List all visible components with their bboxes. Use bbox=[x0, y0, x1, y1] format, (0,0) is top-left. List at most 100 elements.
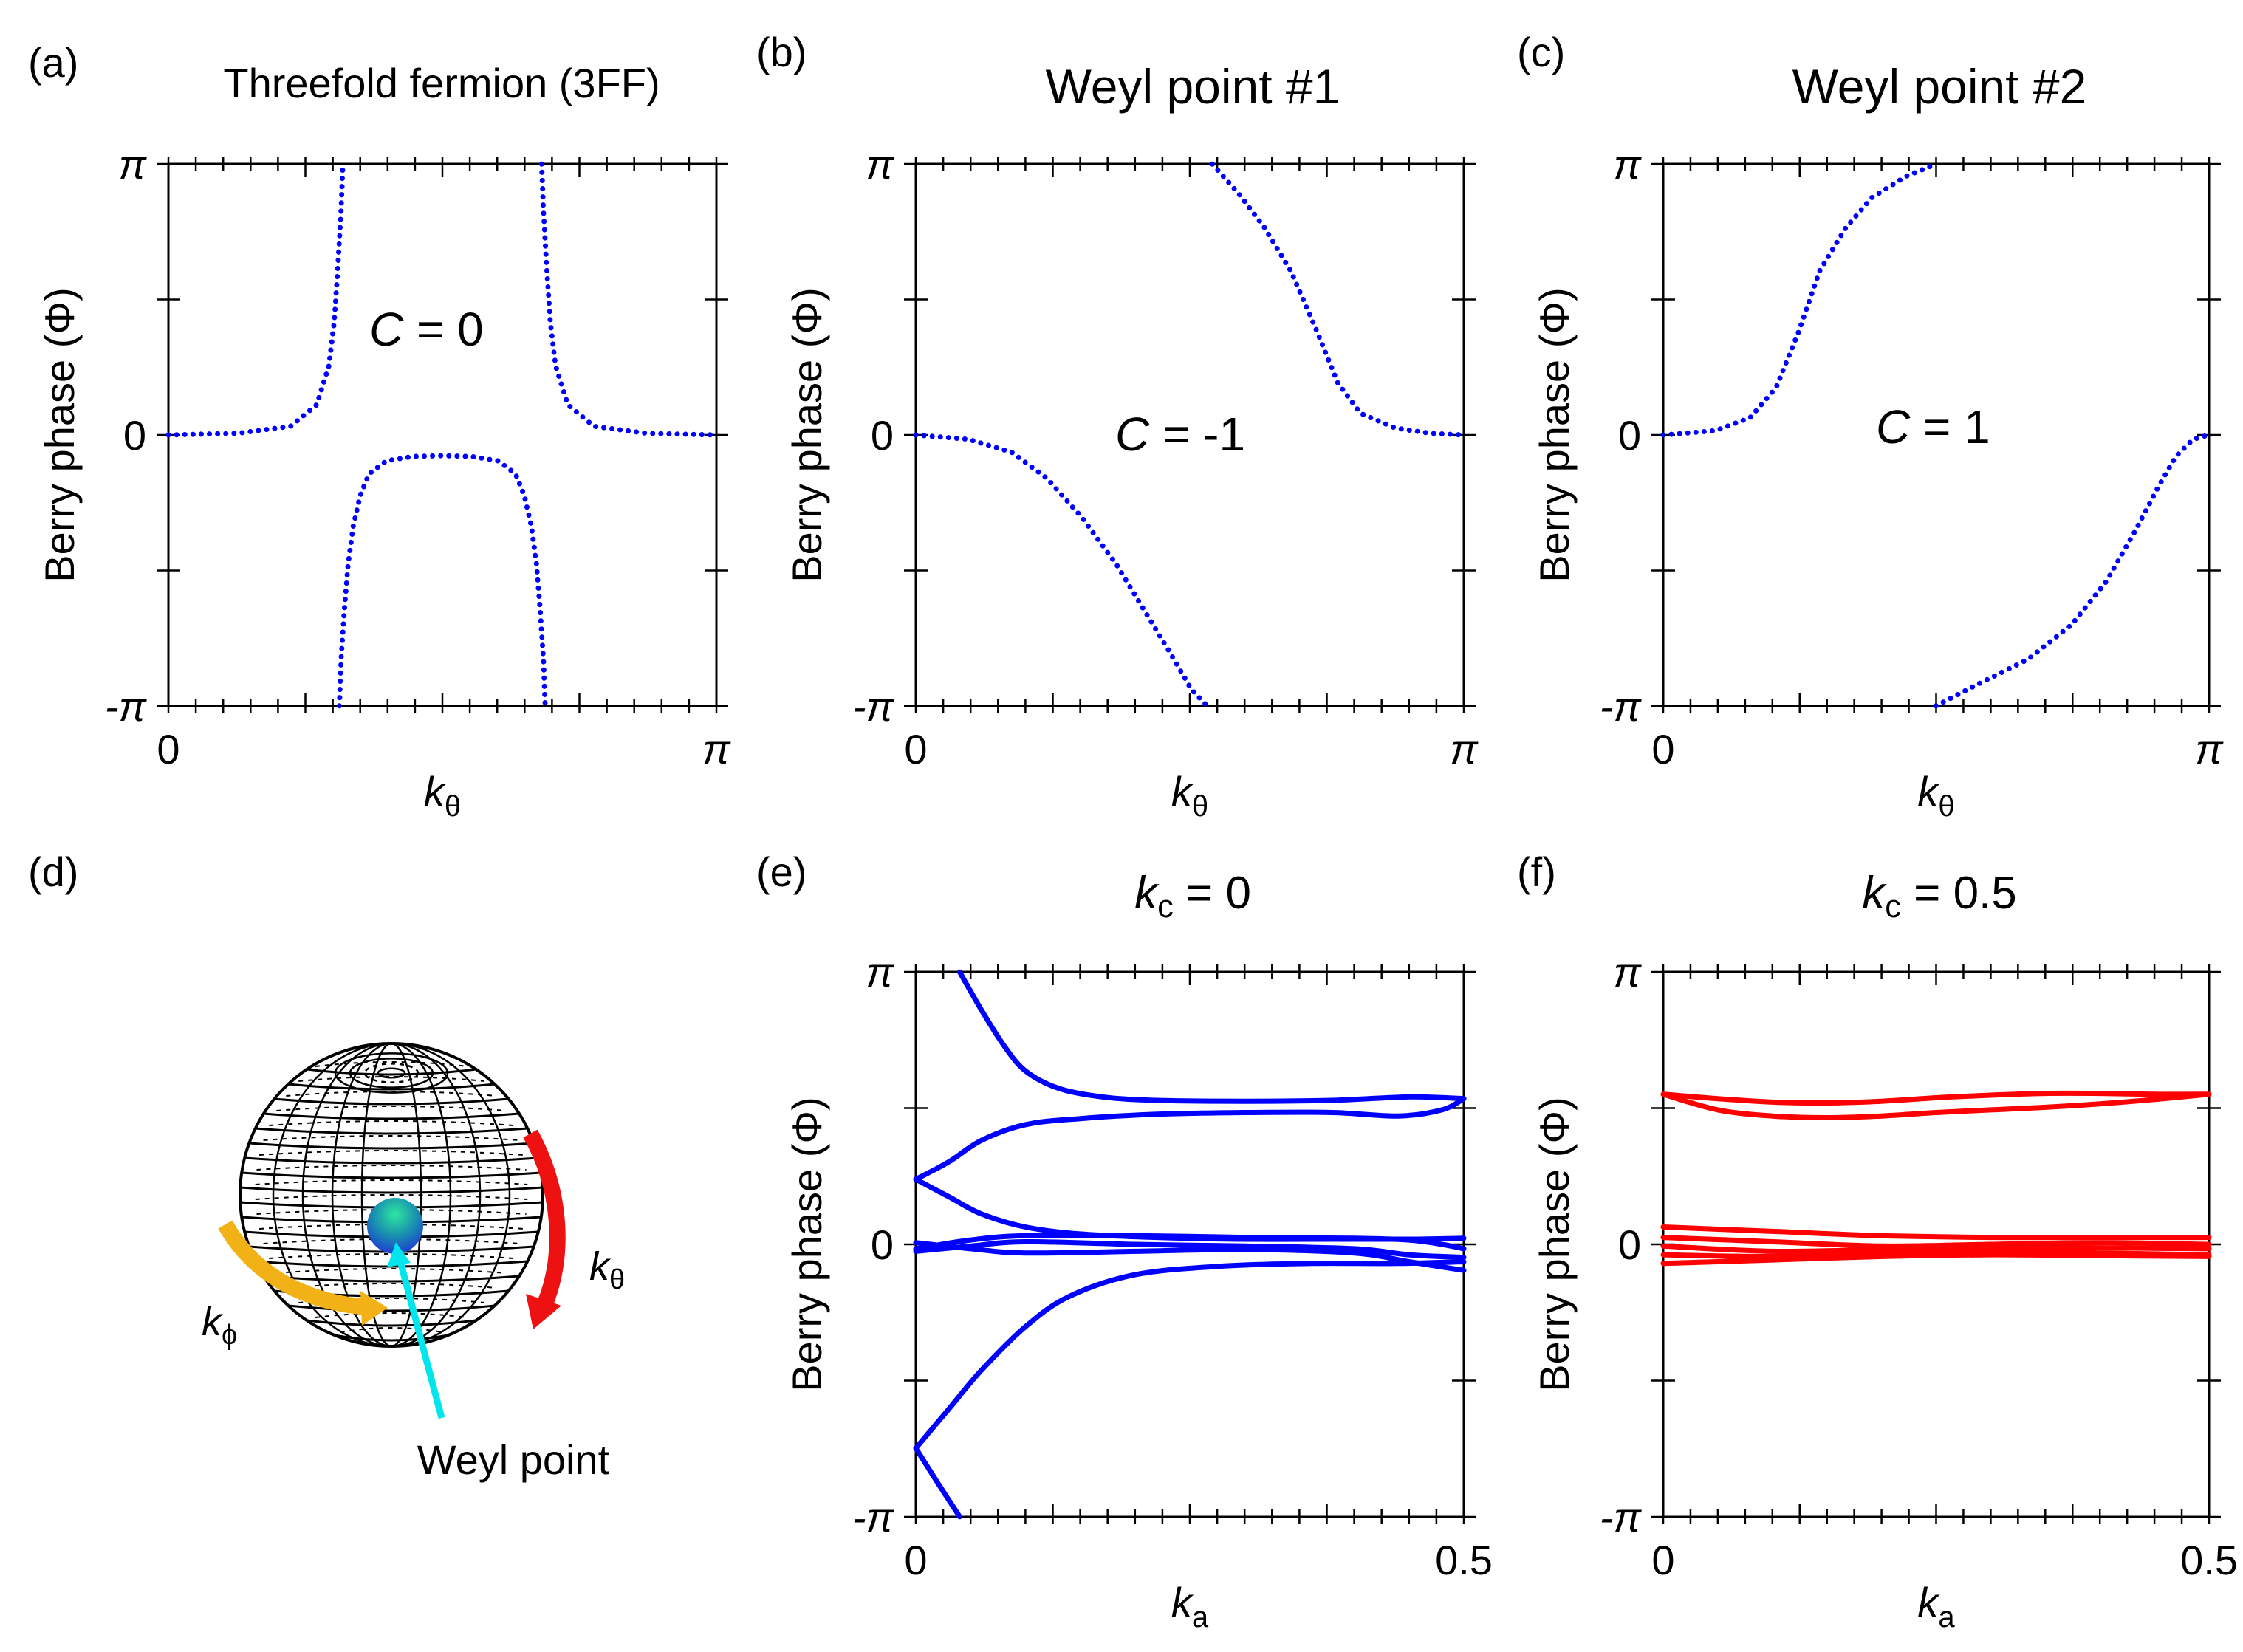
series-band-1 bbox=[1660, 1224, 2212, 1241]
chern-number-annotation: C = -1 bbox=[1115, 408, 1245, 461]
y-tick-label: 0 bbox=[1618, 412, 1641, 459]
sphere-latitude bbox=[307, 1068, 476, 1076]
sphere-latitude-back bbox=[263, 1135, 520, 1141]
chart-title: Threefold fermion (3FF) bbox=[223, 60, 660, 106]
y-tick-label: 0 bbox=[1618, 1221, 1641, 1268]
x-tick-label: 0 bbox=[1651, 1537, 1674, 1583]
y-tick-label: -π bbox=[1600, 1494, 1643, 1540]
y-tick-label: 0 bbox=[871, 412, 894, 459]
x-axis-label: ka bbox=[1917, 1579, 1955, 1634]
chart-panels: (a) Threefold fermion (3FF)π0-π0 πkθBerry … bbox=[28, 29, 2238, 1634]
sphere-latitude bbox=[288, 1304, 495, 1312]
y-axis-label: Berry phase (Φ) bbox=[784, 287, 830, 582]
chart-title: Weyl point #1 bbox=[1046, 59, 1340, 114]
series-loop-top bbox=[1660, 1090, 2212, 1106]
series-upper bbox=[1660, 161, 1939, 438]
x-tick-label: 0.5 bbox=[1435, 1537, 1493, 1583]
chart-title: kc = 0 bbox=[1134, 868, 1251, 925]
series-to-zero bbox=[913, 1176, 1467, 1242]
sphere-meridian bbox=[301, 1043, 482, 1346]
series-lower bbox=[913, 432, 1210, 709]
sphere-latitude-back bbox=[255, 1179, 528, 1185]
panel-label: (e) bbox=[756, 849, 807, 895]
k-theta-label: kθ bbox=[589, 1244, 625, 1295]
x-tick-label: 0 bbox=[1651, 726, 1674, 772]
series-top-branch bbox=[956, 969, 1467, 1104]
k-phi-arrow bbox=[218, 1220, 388, 1326]
chern-number-annotation: C = 0 bbox=[369, 303, 484, 356]
weyl-point-pointer bbox=[387, 1242, 445, 1419]
sphere-latitude-back bbox=[286, 1091, 497, 1097]
sphere-latitude bbox=[334, 1334, 449, 1342]
chart-title: Weyl point #2 bbox=[1792, 59, 2087, 114]
x-tick-label: 0 bbox=[157, 726, 179, 772]
sphere-latitude-back bbox=[269, 1253, 514, 1259]
sphere-meridian bbox=[272, 1043, 511, 1346]
x-tick-label: π bbox=[2195, 726, 2224, 772]
sphere bbox=[239, 1042, 544, 1348]
sphere-latitude bbox=[263, 1275, 520, 1283]
series-outer-left bbox=[165, 161, 346, 438]
panel-label: (f) bbox=[1517, 849, 1556, 895]
x-tick-label: 0 bbox=[904, 726, 927, 772]
sphere-latitude-back bbox=[276, 1268, 507, 1274]
panel-label-d: (d) bbox=[28, 849, 78, 895]
x-tick-label: 0 bbox=[904, 1537, 927, 1583]
sphere-latitude-back bbox=[255, 1194, 528, 1200]
y-tick-label: -π bbox=[852, 683, 895, 730]
y-tick-label: 0 bbox=[871, 1221, 894, 1268]
series-upper-loop bbox=[913, 1096, 1467, 1182]
y-tick-label: 0 bbox=[123, 412, 146, 459]
weyl-sphere-schematic: (d) kϕ kθ bbox=[28, 849, 625, 1483]
panel-label: (b) bbox=[756, 29, 807, 75]
y-tick-label: π bbox=[1613, 141, 1642, 188]
sphere-latitude bbox=[244, 1156, 538, 1165]
sphere-latitude-back bbox=[276, 1106, 507, 1111]
y-tick-label: -π bbox=[852, 1494, 895, 1540]
series-inner bbox=[337, 453, 548, 709]
sphere-latitude bbox=[255, 1260, 528, 1268]
k-phi-label: kϕ bbox=[202, 1300, 237, 1351]
sphere-latitude-back bbox=[298, 1076, 484, 1082]
panel-label: (a) bbox=[28, 39, 78, 86]
sphere-latitude bbox=[255, 1127, 528, 1135]
y-axis-label: Berry phase (Φ) bbox=[1531, 287, 1578, 582]
y-tick-label: -π bbox=[1600, 683, 1643, 730]
series-upper bbox=[1210, 161, 1467, 438]
sphere-latitude-back bbox=[269, 1120, 514, 1126]
y-tick-label: π bbox=[118, 141, 147, 188]
sphere-pole-ring bbox=[377, 1067, 406, 1079]
k-theta-arrow bbox=[523, 1129, 566, 1329]
series-band-5 bbox=[1660, 1252, 2212, 1267]
weyl-point-marker bbox=[367, 1198, 423, 1254]
sphere-meridian bbox=[360, 1043, 422, 1346]
series-zero-band-1 bbox=[913, 1233, 1467, 1252]
chart-title: kc = 0.5 bbox=[1862, 868, 2017, 925]
y-tick-label: π bbox=[1613, 949, 1642, 995]
x-axis-label: kθ bbox=[1917, 768, 1954, 823]
sphere-latitude bbox=[242, 1171, 541, 1179]
chart-panel: (a) Threefold fermion (3FF)π0-π0 πkθBerry … bbox=[28, 39, 731, 823]
x-axis-label: kθ bbox=[1171, 768, 1208, 823]
axis-frame bbox=[167, 162, 718, 707]
series-lower bbox=[1933, 432, 2212, 709]
series-loop-bottom bbox=[1660, 1091, 2212, 1120]
sphere-pole-ring bbox=[334, 1052, 449, 1094]
sphere-pole-ring bbox=[349, 1058, 434, 1089]
series-zero-band-2 bbox=[913, 1240, 1467, 1273]
sphere-latitude bbox=[274, 1097, 509, 1106]
y-axis-label: Berry phase (Φ) bbox=[784, 1097, 830, 1391]
panel-label: (c) bbox=[1517, 29, 1565, 75]
x-axis-label: kθ bbox=[424, 768, 461, 823]
x-tick-label: π bbox=[1450, 726, 1479, 772]
sphere-meridian bbox=[331, 1043, 452, 1346]
y-tick-label: π bbox=[866, 949, 894, 995]
sphere-latitude-back bbox=[286, 1283, 497, 1289]
x-tick-label: 0.5 bbox=[2180, 1537, 2238, 1583]
sphere-latitude-back bbox=[256, 1165, 527, 1171]
x-axis-label: ka bbox=[1171, 1579, 1209, 1634]
